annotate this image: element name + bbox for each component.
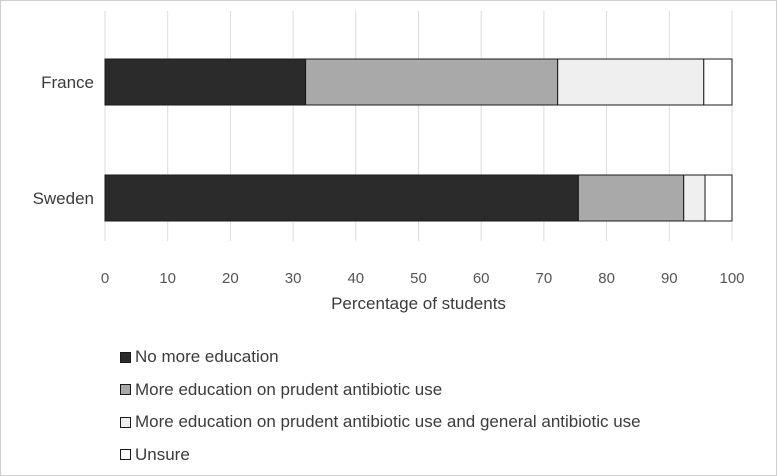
legend-swatch-no-more-education <box>120 351 131 363</box>
bar-segment-sweden-1 <box>577 174 685 222</box>
legend-label-no-more-education: No more education <box>135 347 279 367</box>
x-tick-label-80: 80 <box>598 270 615 287</box>
x-tick-label-40: 40 <box>347 270 364 287</box>
y-category-label-sweden: Sweden <box>33 189 94 208</box>
legend-item-unsure: Unsure <box>120 439 760 472</box>
x-tick-label-90: 90 <box>661 270 678 287</box>
x-tick-label-60: 60 <box>473 270 490 287</box>
bar-segment-france-1 <box>305 58 559 106</box>
x-tick-label-50: 50 <box>410 270 427 287</box>
bar-segment-france-0 <box>104 58 307 106</box>
legend-label-prudent-and-general-use: More education on prudent antibiotic use… <box>135 412 641 432</box>
x-tick-label-70: 70 <box>536 270 553 287</box>
stacked-bar-chart: 0 10 20 30 40 50 60 70 80 90 100 Percentage of stud… <box>33 11 745 313</box>
bar-segment-sweden-3 <box>704 174 733 222</box>
legend-label-prudent-use: More education on prudent antibiotic use <box>135 379 443 399</box>
bar-segment-sweden-0 <box>104 174 579 222</box>
x-tick-label-10: 10 <box>159 270 176 287</box>
legend-swatch-unsure <box>120 449 131 461</box>
legend-item-prudent-use: More education on prudent antibiotic use <box>120 374 760 407</box>
x-tick-label-0: 0 <box>101 270 109 287</box>
y-category-label-france: France <box>41 73 94 92</box>
x-axis-title: Percentage of students <box>331 294 506 313</box>
legend-swatch-prudent-use <box>120 384 131 396</box>
legend: No more education More education on prud… <box>120 341 760 471</box>
bar-segment-france-2 <box>557 58 705 106</box>
bar-segment-france-3 <box>703 58 733 106</box>
bar-segment-sweden-2 <box>683 174 706 222</box>
legend-swatch-prudent-and-general-use <box>120 416 131 428</box>
legend-item-prudent-and-general-use: More education on prudent antibiotic use… <box>120 406 760 439</box>
legend-item-no-more-education: No more education <box>120 341 760 374</box>
x-tick-label-20: 20 <box>222 270 239 287</box>
legend-label-unsure: Unsure <box>135 444 190 464</box>
x-tick-label-30: 30 <box>285 270 302 287</box>
x-tick-label-100: 100 <box>719 270 744 287</box>
